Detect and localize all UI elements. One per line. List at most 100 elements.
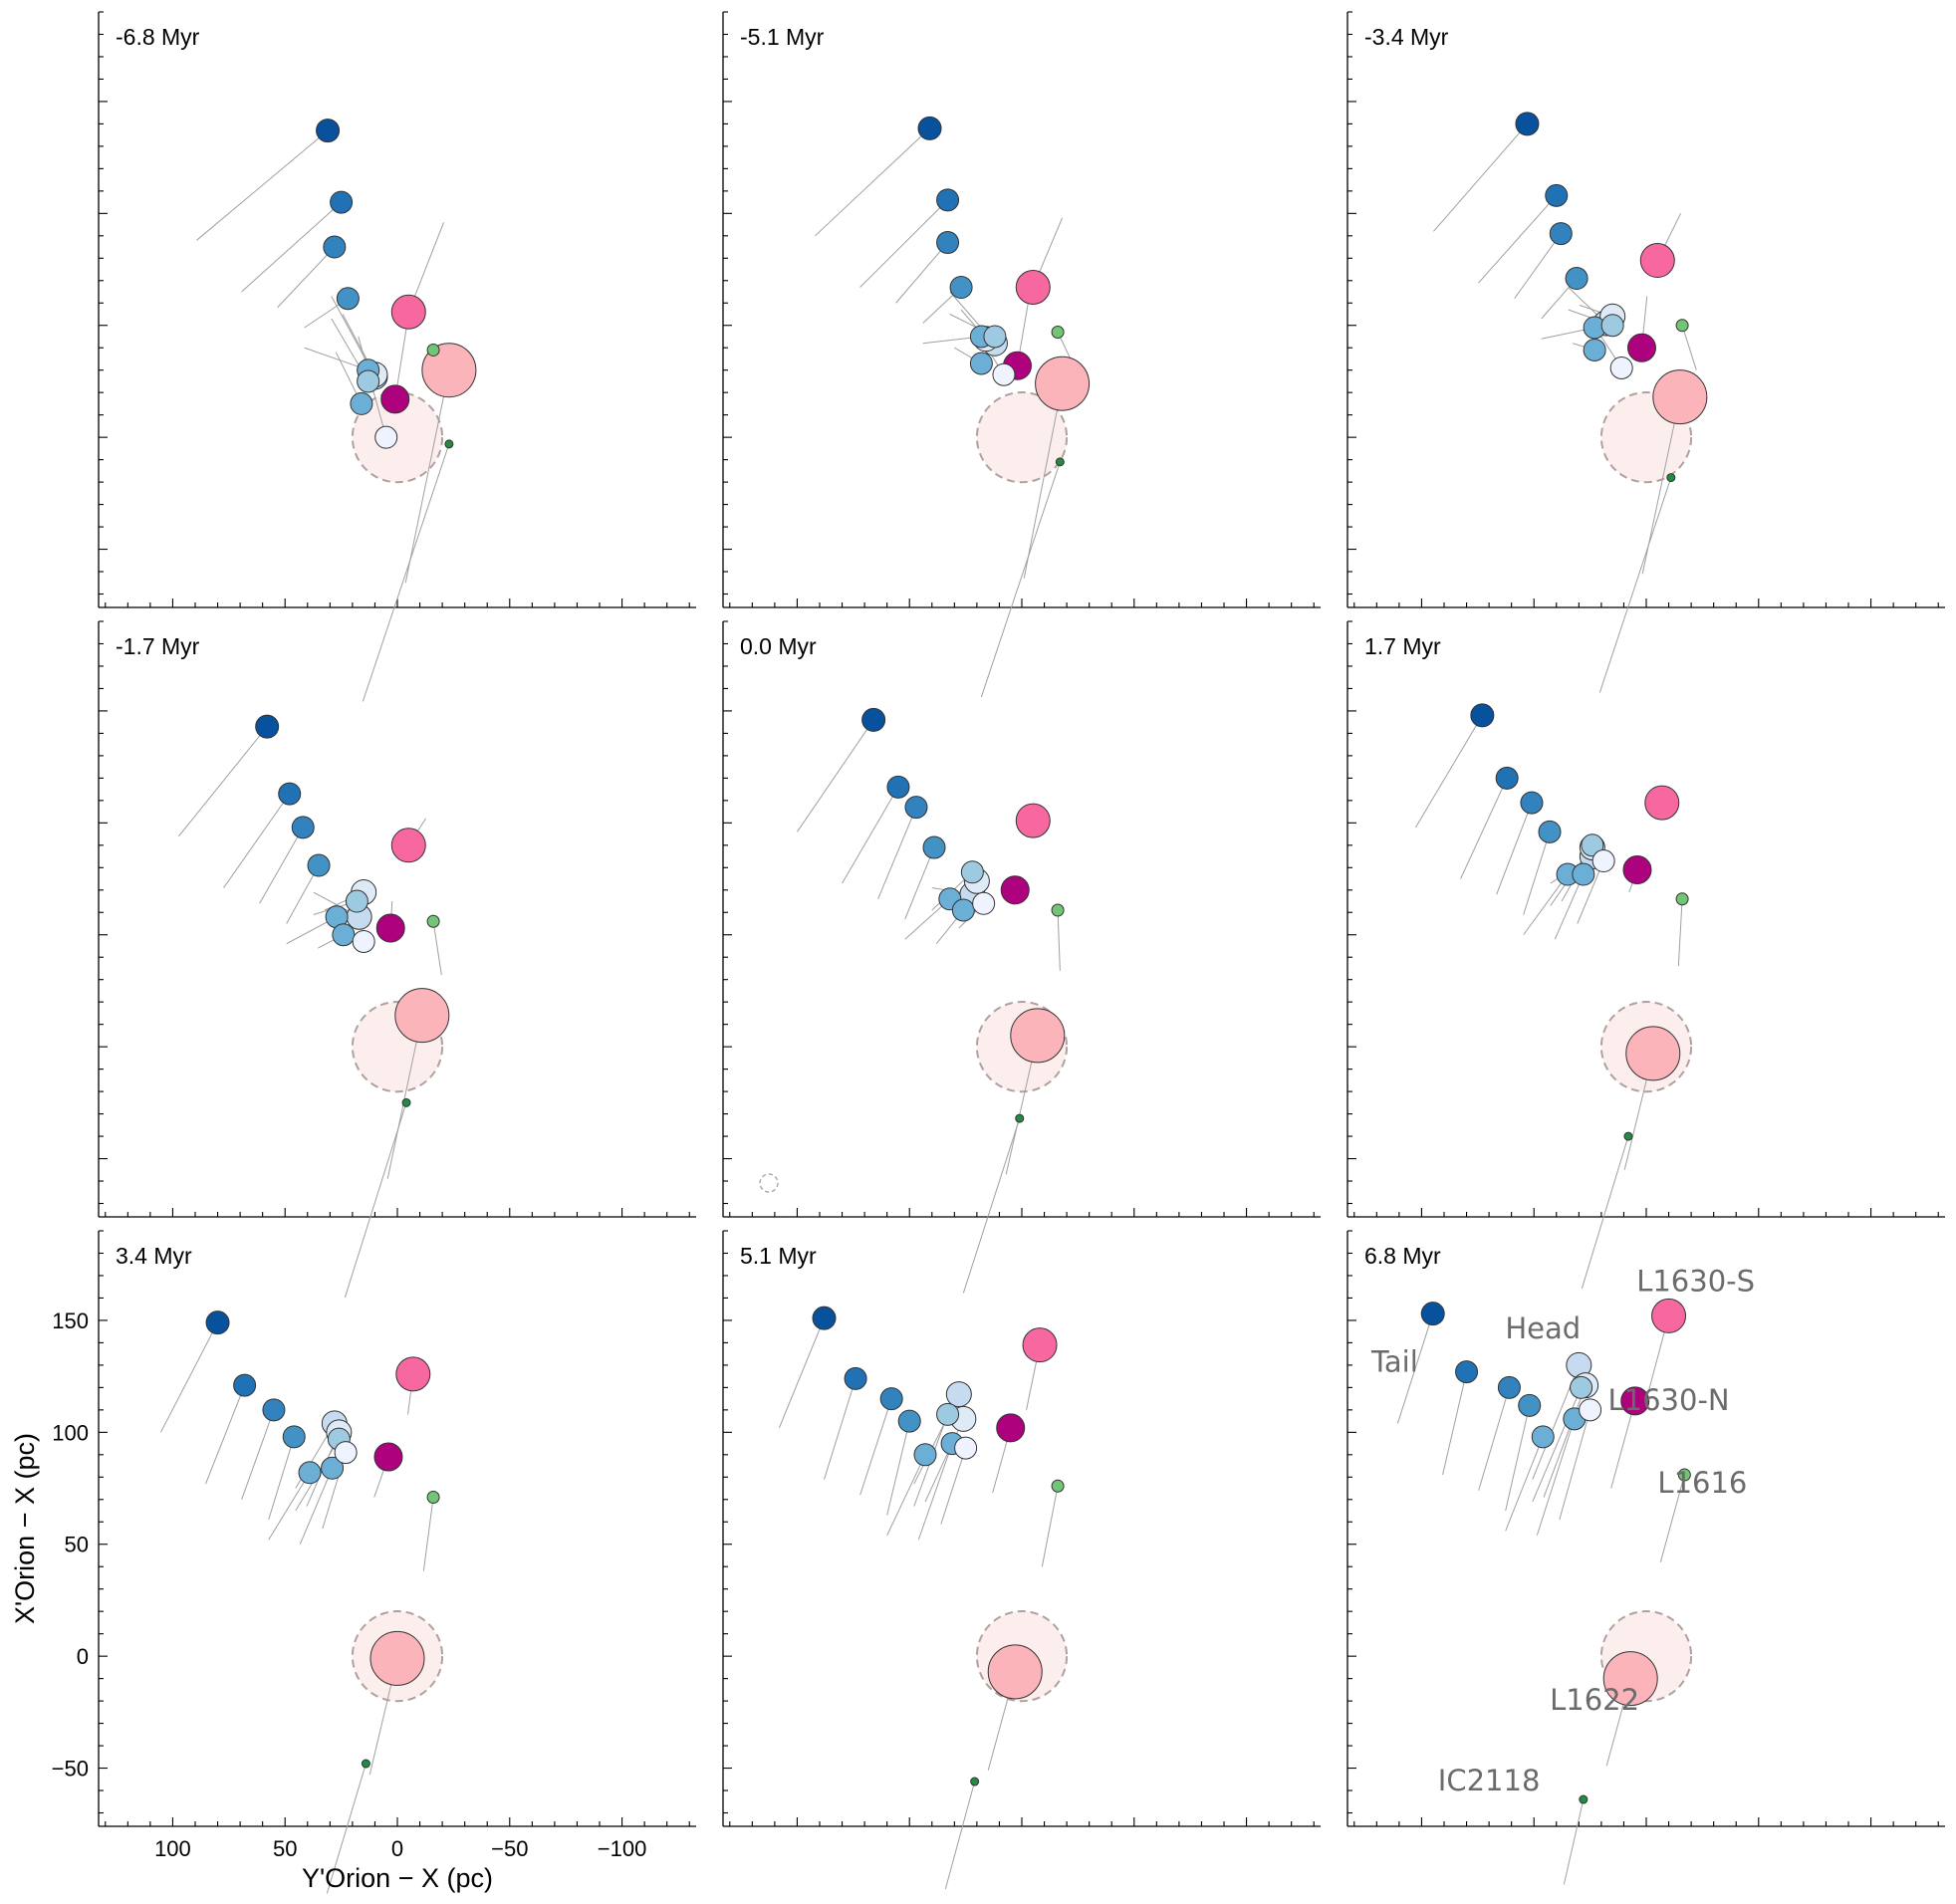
trail-tail-4 — [1523, 832, 1551, 915]
panel-3: -3.4 Myr — [1346, 11, 1945, 693]
x-tick-label: −100 — [598, 1836, 647, 1861]
y-axis-title: X'Orion − X (pc) — [10, 1433, 40, 1624]
marker-L1616 — [426, 1491, 440, 1505]
trail-tail-6 — [917, 1443, 953, 1541]
marker-tail-1 — [1420, 1302, 1445, 1326]
trail-tail-5 — [886, 1454, 926, 1536]
annotation-tail: Tail — [1370, 1345, 1418, 1379]
marker-tail-6 — [951, 898, 975, 922]
trail-head-2 — [1543, 1384, 1587, 1498]
trail-tail-2 — [1460, 778, 1508, 879]
panel-5: 0.0 Myr — [722, 620, 1321, 1294]
marker-head-3 — [954, 1436, 978, 1460]
marker-head-3 — [352, 929, 375, 953]
marker-tail-4 — [949, 276, 973, 300]
marker-mid-1 — [1581, 833, 1604, 857]
marker-L1630-N — [380, 384, 410, 414]
marker-tail-3 — [323, 235, 347, 259]
marker-tail-3 — [1549, 222, 1573, 246]
marker-L1630-N — [373, 1442, 403, 1472]
marker-tail-1 — [861, 707, 886, 732]
marker-IC2118 — [1579, 1794, 1589, 1804]
marker-L1630-N — [1626, 333, 1656, 362]
trail-tail-1 — [159, 1321, 218, 1433]
trail-tail-2 — [1478, 195, 1558, 284]
trail-IC2118 — [362, 443, 450, 702]
trail-tail-4 — [268, 1436, 295, 1521]
marker-mid-1 — [345, 889, 368, 913]
marker-tail-5 — [913, 1443, 937, 1467]
trail-tail-4 — [1505, 1405, 1531, 1512]
time-label: 0.0 Myr — [740, 633, 817, 659]
marker-L1622 — [1010, 1008, 1066, 1064]
marker-tail-5 — [298, 1461, 322, 1485]
marker-IC2118 — [1015, 1113, 1025, 1123]
trail-L1616 — [1677, 898, 1683, 967]
trail-tail-2 — [205, 1384, 246, 1485]
marker-L1622 — [369, 1630, 425, 1686]
trail-tail-2 — [859, 199, 948, 288]
trail-IC2118 — [326, 1763, 367, 1894]
y-tick-label: 0 — [77, 1644, 89, 1669]
trail-L1616 — [1041, 1486, 1059, 1567]
panel-9: 6.8 Myr L1630-S Head Tail L1630-N L1616 L1622 I… — [1346, 1230, 1945, 1885]
time-label: -5.1 Myr — [740, 24, 825, 50]
marker-tail-3 — [904, 796, 928, 820]
marker-L1622 — [1652, 369, 1708, 425]
marker-L1616 — [1051, 903, 1065, 917]
marker-L1630-S — [1015, 803, 1051, 838]
marker-L1630-N — [996, 1413, 1026, 1443]
marker-mid-1 — [960, 860, 984, 884]
marker-tail-6 — [321, 1456, 345, 1480]
trail-tail-2 — [842, 787, 899, 884]
scale-marker — [759, 1173, 779, 1193]
trail-tail-3 — [241, 1409, 275, 1500]
marker-tail-3 — [291, 816, 315, 839]
marker-tail-2 — [233, 1373, 257, 1397]
marker-tail-4 — [1518, 1393, 1542, 1417]
marker-tail-4 — [336, 287, 360, 311]
marker-tail-1 — [316, 119, 341, 143]
marker-L1630-N — [1622, 855, 1652, 885]
marker-IC2118 — [970, 1777, 980, 1786]
trail-tail-5 — [1523, 873, 1569, 936]
trail-tail-3 — [1496, 802, 1533, 895]
annotation-l1630-n: L1630-N — [1607, 1383, 1729, 1417]
trail-L1616 — [422, 1497, 434, 1571]
marker-L1622 — [421, 343, 477, 398]
marker-L1630-S — [1015, 270, 1051, 306]
marker-tail-6 — [1583, 338, 1606, 361]
marker-tail-4 — [282, 1425, 306, 1449]
marker-L1622 — [987, 1644, 1043, 1700]
marker-head-3 — [374, 425, 398, 449]
time-label: 1.7 Myr — [1364, 633, 1441, 659]
marker-L1630-N — [1000, 875, 1030, 905]
trail-tail-1 — [196, 129, 329, 241]
trail-IC2118 — [1598, 477, 1672, 693]
y-tick-label: −50 — [52, 1757, 89, 1782]
marker-tail-1 — [1470, 703, 1495, 728]
marker-L1630-S — [390, 294, 426, 330]
y-tick-label: 100 — [52, 1420, 89, 1445]
marker-IC2118 — [444, 439, 454, 449]
marker-tail-1 — [1515, 112, 1540, 136]
marker-tail-1 — [917, 116, 942, 140]
marker-tail-5 — [1531, 1425, 1555, 1449]
trail-L1616 — [432, 921, 442, 976]
trail-L1616 — [1681, 325, 1697, 370]
marker-tail-2 — [936, 188, 960, 212]
marker-head-3 — [1579, 1398, 1602, 1422]
marker-tail-6 — [1572, 862, 1595, 886]
marker-L1630-S — [1651, 1298, 1687, 1333]
marker-L1622 — [1625, 1026, 1681, 1081]
x-tick-label: −50 — [491, 1836, 528, 1861]
reference-circle — [975, 391, 1069, 484]
panel-2: -5.1 Myr — [722, 11, 1321, 698]
trail-tail-3 — [859, 1398, 892, 1496]
marker-tail-3 — [262, 1398, 286, 1422]
trail-tail-1 — [1396, 1313, 1434, 1424]
marker-tail-1 — [205, 1310, 230, 1335]
time-label: -1.7 Myr — [116, 633, 200, 659]
time-label: -3.4 Myr — [1364, 24, 1449, 50]
